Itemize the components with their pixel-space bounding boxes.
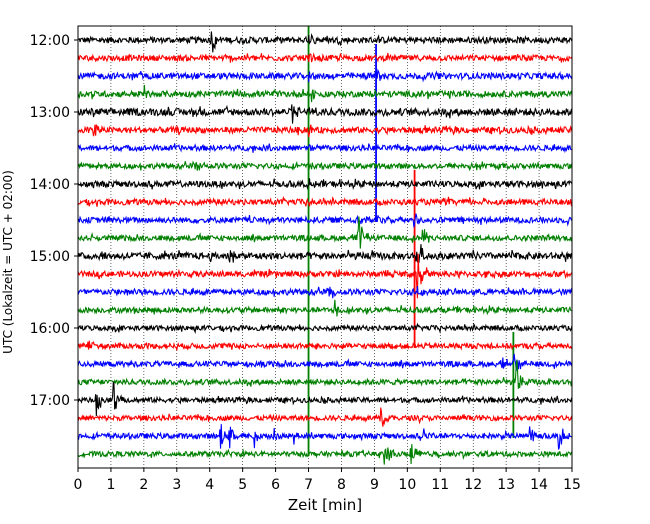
x-tick-label: 11	[431, 477, 449, 493]
trace-line-1315	[77, 124, 573, 138]
trace-line-1345	[77, 160, 573, 172]
x-tick-label: 5	[238, 477, 247, 493]
trace-line-1515	[77, 253, 573, 299]
trace-line-1415	[77, 195, 573, 207]
x-tick-label: 4	[205, 477, 214, 493]
trace-line-1745	[77, 444, 573, 465]
trace-line-1530	[77, 286, 573, 299]
trace-line-1330	[77, 143, 573, 154]
x-axis-ticks: 0 1 2 3 4 5 6 7 8 9 10 11 12 13 14 15	[74, 468, 581, 493]
x-tick-label: 10	[398, 477, 416, 493]
x-tick-label: 1	[106, 477, 115, 493]
x-tick-label: 14	[530, 477, 548, 493]
y-axis-ticks: 12:00 13:00 14:00 15:00 16:00 17:00	[30, 33, 78, 409]
y-tick-label: 17:00	[30, 393, 70, 409]
trace-line-1545	[77, 299, 573, 317]
x-tick-label: 15	[563, 477, 581, 493]
trace-line-1645	[77, 359, 573, 389]
trace-line-1730	[77, 424, 573, 450]
trace-line-1430	[77, 213, 573, 228]
trace-line-1400	[77, 178, 573, 191]
x-tick-label: 6	[271, 477, 280, 493]
y-axis-label: UTC (Lokalzeit = UTC + 02:00)	[1, 170, 15, 354]
y-tick-label: 14:00	[30, 177, 70, 193]
x-tick-label: 9	[370, 477, 379, 493]
y-tick-label: 13:00	[30, 105, 70, 121]
trace-line-1700	[77, 380, 573, 417]
trace-line-1630	[77, 353, 573, 372]
trace-series	[77, 31, 573, 465]
x-tick-label: 12	[464, 477, 482, 493]
vertical-event-lines	[307, 26, 515, 456]
trace-line-1715	[77, 407, 573, 427]
x-tick-label: 13	[497, 477, 515, 493]
x-tick-label: 0	[74, 477, 83, 493]
trace-line-1215	[77, 52, 573, 63]
x-tick-label: 7	[304, 477, 313, 493]
trace-line-1300	[77, 104, 573, 124]
trace-line-1445	[77, 216, 573, 249]
y-tick-label: 16:00	[30, 321, 70, 337]
trace-line-1245	[77, 84, 573, 103]
x-axis-label: Zeit [min]	[288, 496, 362, 514]
trace-line-1500	[77, 244, 573, 264]
trace-line-1200	[77, 31, 573, 53]
trace-line-1615	[77, 340, 573, 351]
x-tick-label: 8	[337, 477, 346, 493]
plot-frame	[77, 25, 573, 469]
x-tick-label: 3	[172, 477, 181, 493]
y-tick-label: 15:00	[30, 249, 70, 265]
y-tick-label: 12:00	[30, 33, 70, 49]
trace-line-1600	[77, 322, 573, 335]
x-tick-label: 2	[139, 477, 148, 493]
trace-line-1230	[77, 68, 573, 83]
